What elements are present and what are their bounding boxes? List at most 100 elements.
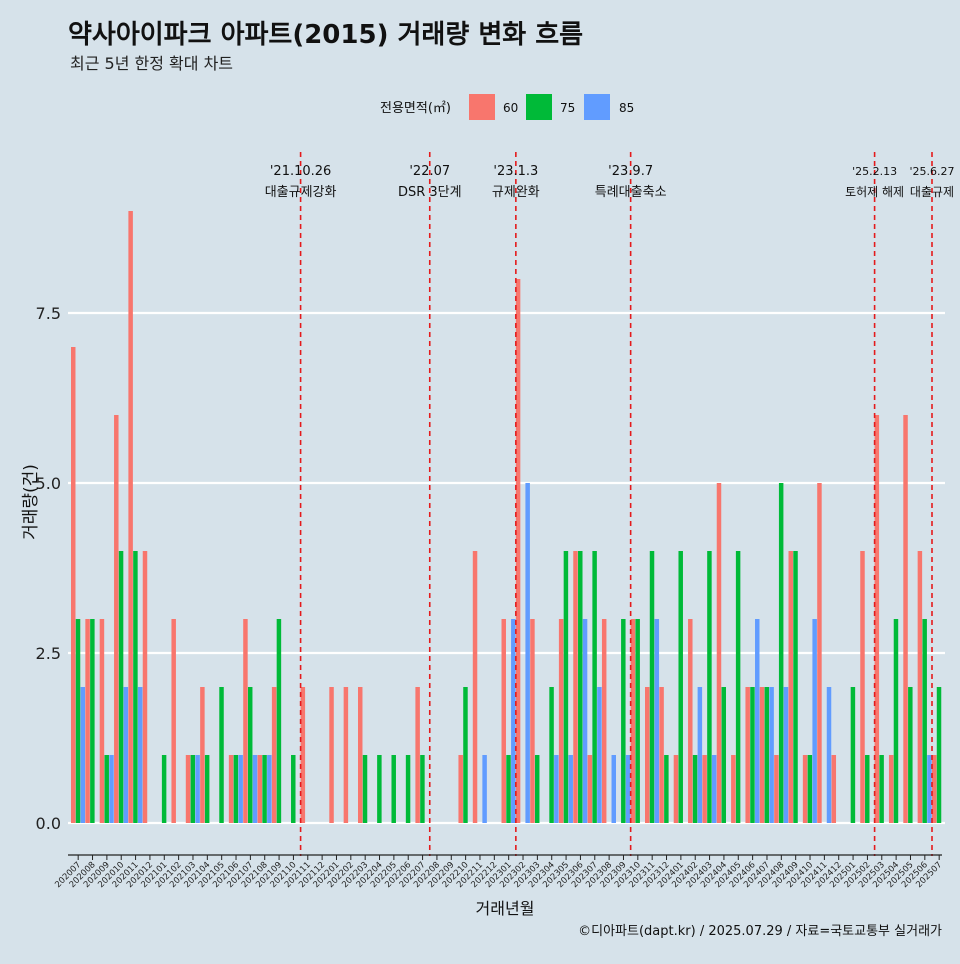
bar-75-202108 (262, 755, 267, 823)
bar-60-202408 (774, 755, 779, 823)
bar-75-202506 (922, 619, 927, 823)
bar-60-202412 (831, 755, 837, 823)
bar-85-202306 (582, 619, 588, 823)
bar-60-202203 (358, 687, 363, 823)
bar-85-202011 (137, 687, 143, 823)
bar-85-202406 (755, 619, 760, 823)
bar-75-202008 (90, 619, 95, 823)
event-date: '25.2.13 (852, 165, 897, 178)
bar-85-202308 (611, 755, 616, 823)
bar-60-202107 (243, 619, 248, 823)
bar-60-202406 (745, 687, 750, 823)
bar-85-202007 (80, 687, 86, 823)
bar-75-202405 (735, 551, 741, 823)
legend-label-60: 60 (503, 101, 518, 115)
bar-85-202103 (195, 755, 200, 823)
bar-75-202312 (664, 755, 669, 823)
bar-60-202211 (472, 551, 478, 823)
bar-60-202409 (788, 551, 793, 823)
bar-60-202505 (903, 415, 908, 823)
legend-key-85 (584, 94, 610, 120)
event-label: DSR 3단계 (398, 185, 462, 200)
bar-75-202402 (692, 755, 698, 823)
bar-60-202311 (645, 687, 650, 823)
event-date: '21.10.26 (270, 164, 331, 179)
bar-75-202204 (377, 755, 382, 823)
bar-60-202308 (601, 619, 607, 823)
bar-85-202411 (826, 687, 832, 823)
y-axis-title: 거래량(건) (21, 464, 41, 540)
bar-85-202305 (568, 755, 573, 823)
event-date: '23.1.3 (493, 164, 538, 179)
bar-85-202402 (697, 687, 703, 823)
bar-75-202103 (190, 755, 196, 823)
x-axis-title: 거래년월 (476, 899, 535, 918)
bar-60-202405 (731, 755, 736, 823)
bar-85-202107 (252, 755, 258, 823)
bar-60-202403 (702, 755, 707, 823)
bar-85-202302 (525, 483, 530, 823)
bar-60-202503 (874, 415, 880, 823)
bar-75-202107 (247, 687, 253, 823)
bar-60-202007 (71, 347, 76, 823)
gridlines (68, 311, 945, 825)
y-tick-label: 5.0 (36, 474, 61, 493)
bar-60-202502 (860, 551, 865, 823)
bar-85-202304 (554, 755, 559, 823)
event-date: '25.6.27 (909, 165, 954, 178)
caption: ©디아파트(dapt.kr) / 2025.07.29 / 자료=국토교통부 실… (578, 924, 942, 939)
event-date: '23.9.7 (608, 164, 653, 179)
bar-60-202307 (587, 755, 593, 823)
bar-60-202312 (659, 687, 664, 823)
bar-60-202009 (99, 619, 105, 823)
legend-label-85: 85 (619, 101, 634, 115)
event-label: 대출규제 (910, 185, 954, 199)
bar-60-202111 (300, 687, 306, 823)
bar-85-202403 (711, 755, 717, 823)
bar-75-202505 (908, 687, 913, 823)
bar-60-202507 (932, 755, 937, 823)
bar-75-202110 (291, 755, 296, 823)
bar-60-202302 (515, 279, 521, 823)
bar-75-202304 (549, 687, 554, 823)
bar-75-202404 (721, 687, 727, 823)
legend-title: 전용면적(㎡) (380, 101, 451, 116)
event-label: 규제완화 (492, 185, 540, 200)
bar-75-202503 (879, 755, 884, 823)
bar-75-202105 (219, 687, 224, 823)
bar-85-202506 (927, 755, 932, 823)
bar-75-202507 (936, 687, 942, 823)
y-tick-label: 0.0 (36, 814, 61, 833)
event-label: 특례대출축소 (595, 185, 667, 200)
bar-75-202502 (865, 755, 870, 823)
bar-60-202202 (343, 687, 349, 823)
bar-85-202311 (654, 619, 660, 823)
bar-75-202301 (506, 755, 511, 823)
bar-75-202207 (420, 755, 425, 823)
y-tick-label: 2.5 (36, 644, 61, 663)
bar-60-202506 (917, 551, 923, 823)
bar-75-202501 (850, 687, 856, 823)
bar-85-202410 (812, 619, 817, 823)
bar-60-202401 (673, 755, 679, 823)
bar-60-202305 (558, 619, 564, 823)
bar-85-202408 (783, 687, 789, 823)
bar-75-202009 (104, 755, 109, 823)
bar-75-202410 (807, 755, 813, 823)
bar-75-202401 (678, 551, 683, 823)
event-markers: '21.10.26 대출규제강화 '22.07 DSR 3단계 '23.1.3 규제완화 '… (265, 152, 955, 856)
bar-75-202104 (204, 755, 210, 823)
bar-75-202205 (391, 755, 396, 823)
bar-75-202210 (463, 687, 468, 823)
chart-subtitle: 최근 5년 한정 확대 차트 (70, 54, 233, 73)
bar-75-202311 (649, 551, 655, 823)
bar-85-202309 (625, 755, 631, 823)
bar-60-202407 (759, 687, 765, 823)
bar-85-202106 (238, 755, 243, 823)
bar-60-202109 (271, 687, 277, 823)
bar-75-202011 (133, 551, 138, 823)
bar-60-202011 (128, 211, 133, 823)
